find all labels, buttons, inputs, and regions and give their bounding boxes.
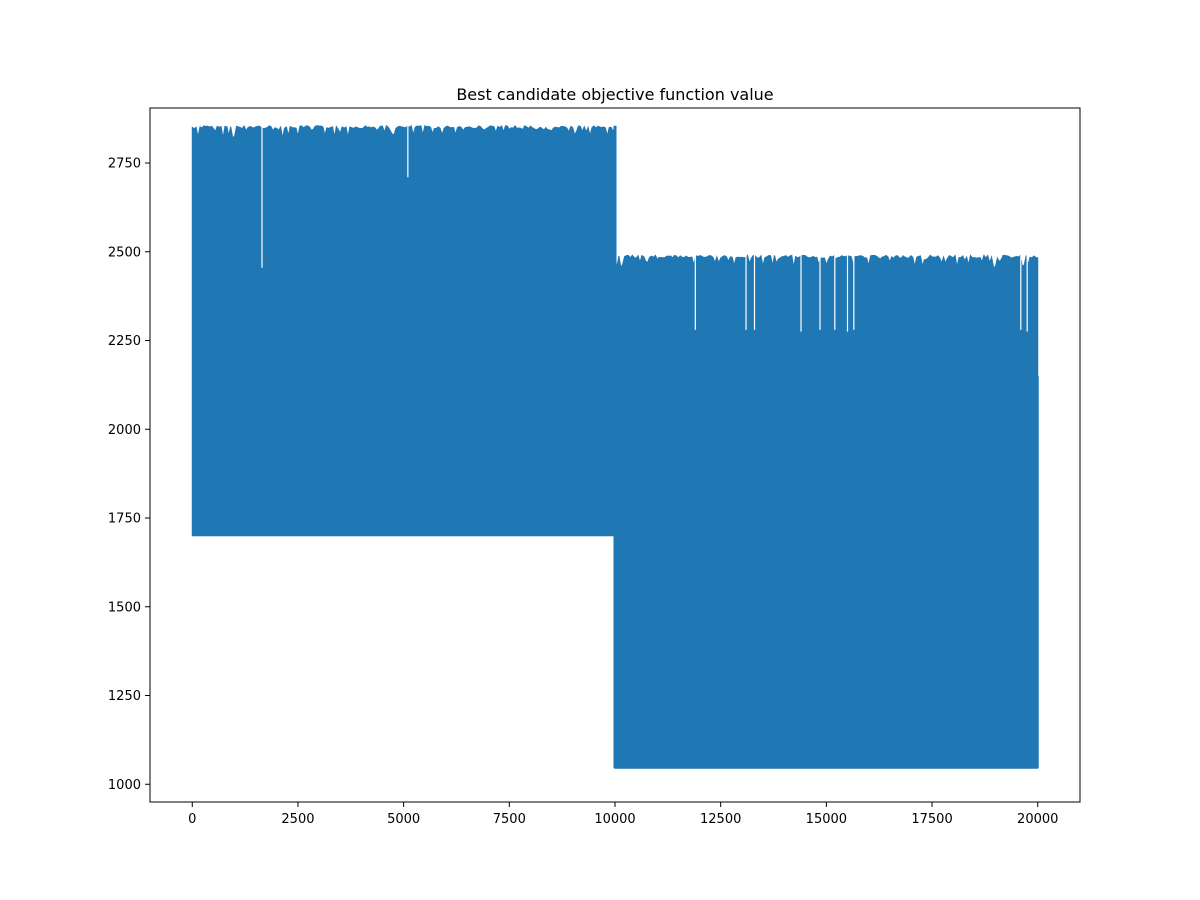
y-axis: 1000 1250 1500 1750 2000 2250 2500 2750	[108, 157, 150, 793]
x-tick-label-1: 2500	[281, 812, 314, 827]
plot-area	[191, 123, 1039, 769]
x-tick-label-4: 10000	[594, 812, 635, 827]
x-tick-label-3: 7500	[493, 812, 526, 827]
y-tick-label-0: 1000	[108, 778, 141, 793]
x-tick-label-7: 17500	[911, 812, 952, 827]
x-axis: 0 2500 5000 7500 10000 12500 15000 17500 20000	[188, 802, 1058, 827]
x-tick-label-5: 12500	[700, 812, 741, 827]
y-tick-label-3: 1750	[108, 512, 141, 527]
chart-title: Best candidate objective function value	[456, 85, 773, 104]
series-band-1	[191, 124, 616, 537]
y-tick-label-2: 1500	[108, 600, 141, 615]
series-band-2	[614, 254, 1039, 769]
x-tick-label-8: 20000	[1017, 812, 1058, 827]
y-tick-label-1: 1250	[108, 689, 141, 704]
x-tick-label-6: 15000	[806, 812, 847, 827]
x-tick-label-0: 0	[188, 812, 196, 827]
y-tick-label-5: 2250	[108, 334, 141, 349]
y-tick-label-4: 2000	[108, 423, 141, 438]
y-tick-label-7: 2750	[108, 157, 141, 172]
x-tick-label-2: 5000	[387, 812, 420, 827]
y-tick-label-6: 2500	[108, 245, 141, 260]
